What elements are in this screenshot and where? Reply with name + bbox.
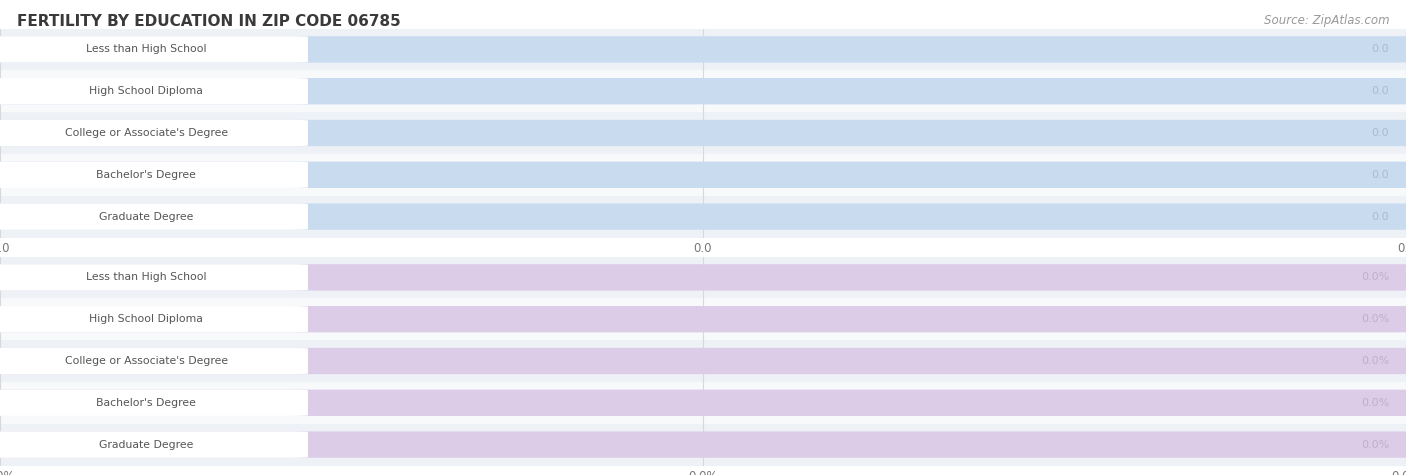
FancyBboxPatch shape (0, 390, 308, 416)
FancyBboxPatch shape (0, 120, 1406, 146)
FancyBboxPatch shape (0, 203, 1406, 230)
Bar (0, 70, 1406, 112)
FancyBboxPatch shape (0, 36, 308, 63)
Bar (0, 112, 1406, 154)
FancyBboxPatch shape (0, 390, 1406, 416)
FancyBboxPatch shape (0, 348, 308, 374)
Text: 0.0%: 0.0% (1361, 398, 1389, 408)
Text: College or Associate's Degree: College or Associate's Degree (65, 128, 228, 138)
Text: Graduate Degree: Graduate Degree (98, 211, 194, 222)
Text: Graduate Degree: Graduate Degree (98, 439, 194, 450)
Text: High School Diploma: High School Diploma (90, 86, 202, 96)
FancyBboxPatch shape (0, 306, 1406, 332)
Text: Bachelor's Degree: Bachelor's Degree (96, 398, 197, 408)
FancyBboxPatch shape (0, 431, 308, 458)
Text: 0.0: 0.0 (1371, 211, 1389, 222)
Text: 0.0%: 0.0% (1361, 314, 1389, 324)
FancyBboxPatch shape (0, 348, 1406, 374)
Text: 0.0%: 0.0% (1361, 272, 1389, 283)
Text: 0.0: 0.0 (1371, 170, 1389, 180)
Text: 0.0%: 0.0% (1361, 356, 1389, 366)
Bar (0, 154, 1406, 196)
Text: College or Associate's Degree: College or Associate's Degree (65, 356, 228, 366)
Bar (0, 340, 1406, 382)
Text: High School Diploma: High School Diploma (90, 314, 202, 324)
FancyBboxPatch shape (0, 78, 308, 104)
FancyBboxPatch shape (0, 120, 308, 146)
FancyBboxPatch shape (0, 162, 1406, 188)
Text: Less than High School: Less than High School (86, 44, 207, 55)
FancyBboxPatch shape (0, 36, 1406, 63)
FancyBboxPatch shape (0, 203, 308, 230)
Text: 0.0: 0.0 (1371, 44, 1389, 55)
Bar (0, 298, 1406, 340)
Text: Less than High School: Less than High School (86, 272, 207, 283)
Bar (0, 382, 1406, 424)
FancyBboxPatch shape (0, 264, 308, 291)
Text: 0.0: 0.0 (1371, 128, 1389, 138)
FancyBboxPatch shape (0, 264, 1406, 291)
FancyBboxPatch shape (0, 431, 1406, 458)
FancyBboxPatch shape (0, 306, 308, 332)
FancyBboxPatch shape (0, 162, 308, 188)
Text: 0.0%: 0.0% (1361, 439, 1389, 450)
Bar (0, 196, 1406, 238)
Text: Source: ZipAtlas.com: Source: ZipAtlas.com (1264, 14, 1389, 27)
FancyBboxPatch shape (0, 78, 1406, 104)
Bar (0, 424, 1406, 466)
Text: 0.0: 0.0 (1371, 86, 1389, 96)
Bar (0, 28, 1406, 70)
Text: Bachelor's Degree: Bachelor's Degree (96, 170, 197, 180)
Text: FERTILITY BY EDUCATION IN ZIP CODE 06785: FERTILITY BY EDUCATION IN ZIP CODE 06785 (17, 14, 401, 29)
Bar (0, 256, 1406, 298)
